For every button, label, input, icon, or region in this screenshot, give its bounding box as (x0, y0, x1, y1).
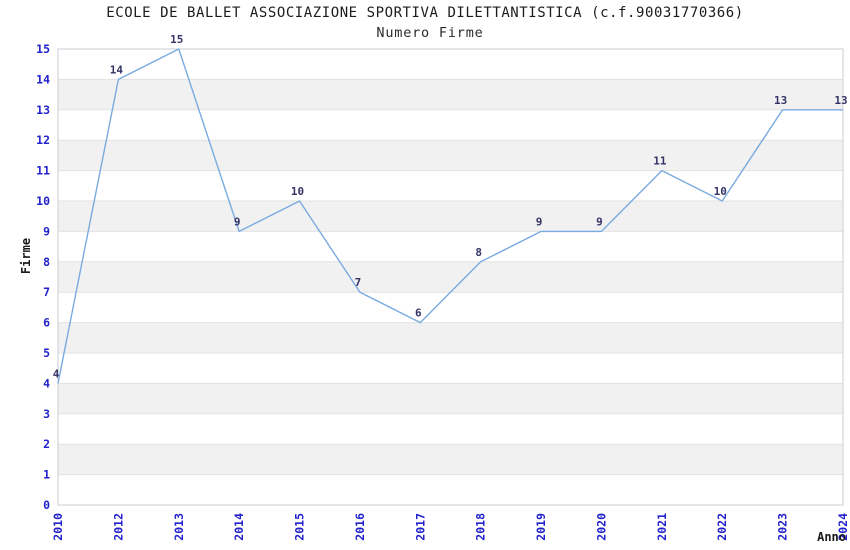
grid-band (58, 79, 843, 110)
y-tick-label: 8 (43, 255, 50, 269)
x-tick-label: 2022 (715, 513, 729, 541)
point-label: 14 (110, 63, 124, 76)
grid-band (58, 383, 843, 414)
y-tick-label: 14 (36, 72, 50, 86)
point-label: 11 (653, 155, 667, 168)
grid-band (58, 261, 843, 293)
point-label: 9 (596, 215, 603, 228)
x-tick-label: 2010 (51, 513, 65, 541)
data-line (57, 48, 843, 384)
point-label: 13 (834, 94, 847, 107)
grid-band (58, 140, 843, 171)
x-tick-label: 2013 (172, 513, 186, 541)
x-tick-label: 2020 (594, 513, 608, 541)
y-tick-label: 11 (36, 164, 50, 178)
point-label: 10 (714, 185, 727, 198)
point-label: 6 (415, 307, 422, 320)
x-tick-label: 2021 (655, 513, 669, 541)
point-label: 10 (291, 185, 304, 198)
x-tick-label: 2019 (534, 513, 548, 541)
plot-border (57, 48, 844, 506)
y-tick-label: 1 (43, 468, 50, 482)
y-tick-label: 3 (43, 407, 50, 421)
y-tick-label: 10 (36, 194, 50, 208)
y-tick-label: 4 (43, 376, 50, 390)
x-axis-title: Anno (817, 530, 846, 544)
point-label: 7 (355, 276, 362, 289)
y-tick-label: 9 (43, 224, 50, 238)
chart-subtitle: Numero Firme (376, 25, 484, 41)
y-tick-label: 6 (43, 316, 50, 330)
y-tick-label: 0 (43, 498, 50, 512)
point-label: 15 (170, 33, 183, 46)
chart-title: ECOLE DE BALLET ASSOCIAZIONE SPORTIVA DI… (106, 5, 744, 21)
x-tick-label: 2012 (111, 513, 125, 541)
y-tick-label: 13 (36, 103, 50, 117)
x-tick-label: 2014 (232, 513, 246, 541)
grid-band (58, 444, 843, 475)
point-label: 8 (475, 246, 482, 259)
x-tick-label: 2024 (836, 513, 850, 541)
y-tick-label: 2 (43, 437, 50, 451)
x-tick-label: 2016 (353, 513, 367, 541)
point-label: 4 (53, 367, 60, 380)
point-label: 9 (536, 215, 543, 228)
y-tick-label: 12 (36, 133, 50, 147)
y-tick-label: 5 (43, 346, 50, 360)
x-tick-label: 2018 (474, 513, 488, 541)
point-label: 13 (774, 94, 787, 107)
grid-band (58, 201, 843, 232)
y-tick-label: 7 (43, 285, 50, 299)
x-tick-label: 2023 (776, 513, 790, 541)
x-tick-label: 2017 (413, 513, 427, 541)
grid-band (58, 322, 843, 353)
point-label: 9 (234, 215, 241, 228)
y-tick-label: 15 (36, 42, 50, 56)
x-tick-label: 2015 (293, 513, 307, 541)
